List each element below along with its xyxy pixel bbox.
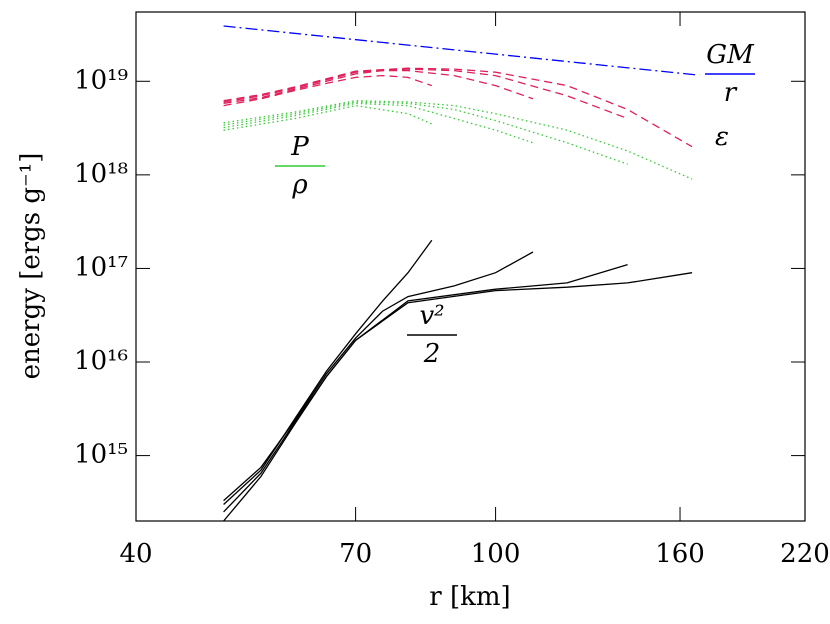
x-tick-label: 70	[339, 539, 372, 569]
series-line	[223, 25, 700, 76]
series-line	[223, 67, 693, 148]
y-tick-label: 10¹⁷	[74, 252, 128, 282]
plot-frame	[135, 11, 806, 522]
x-tick-label: 160	[655, 539, 705, 569]
series-line	[223, 69, 534, 105]
series-line	[223, 272, 693, 522]
x-tick-label: 220	[780, 539, 830, 569]
annotation: r	[724, 78, 738, 108]
x-axis-title: r [km]	[429, 582, 510, 612]
x-tick-label: 100	[471, 539, 521, 569]
x-tick-label: 40	[119, 539, 152, 569]
series-line	[223, 68, 628, 120]
series-line	[223, 251, 534, 502]
y-tick-label: 10¹⁶	[74, 346, 128, 376]
series-line	[223, 239, 433, 505]
annotation: ρ	[291, 170, 308, 200]
annotation: P	[290, 132, 309, 162]
y-tick-label: 10¹⁸	[74, 159, 128, 189]
y-axis-title: energy [ergs g⁻¹]	[16, 153, 46, 380]
annotation: ε	[715, 122, 729, 152]
series-line	[223, 101, 628, 165]
annotation: GM	[706, 40, 755, 70]
y-tick-label: 10¹⁵	[74, 440, 128, 470]
series-line	[223, 102, 534, 144]
series-line	[223, 74, 433, 107]
y-tick-label: 10¹⁹	[74, 65, 128, 95]
annotation: v²	[419, 301, 444, 331]
annotation: 2	[423, 339, 441, 369]
